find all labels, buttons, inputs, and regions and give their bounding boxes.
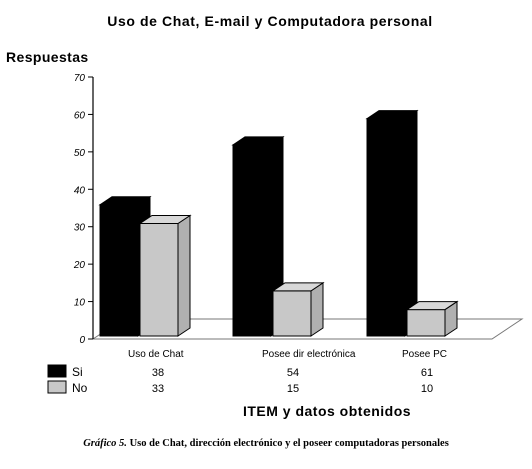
- y-tick-label: 50: [74, 148, 86, 159]
- bar-no-2-face: [272, 290, 312, 337]
- y-tick-label: 30: [74, 223, 86, 234]
- bar-si-3-face: [365, 110, 419, 120]
- bar-si-3: [365, 109, 419, 337]
- bar-no-3-face: [405, 301, 459, 311]
- bar-no-1-face: [177, 214, 191, 337]
- chart-title: Uso de Chat, E-mail y Computadora person…: [107, 13, 432, 29]
- data-table-value: 15: [287, 383, 299, 395]
- bar-chart: Uso de Chat, E-mail y Computadora person…: [6, 13, 524, 419]
- legend-swatch-si: [47, 364, 67, 378]
- bar-no-1-face: [139, 222, 179, 337]
- bar-no-2: [271, 281, 325, 337]
- bar-si-3-face: [404, 109, 418, 337]
- y-tick-label: 40: [74, 185, 86, 196]
- y-tick-label: 20: [73, 260, 86, 271]
- category-label: Posee dir electrónica: [262, 349, 356, 360]
- data-table-value: 10: [421, 383, 433, 395]
- bar-si-1-face: [98, 196, 152, 206]
- bar-si-1-face: [99, 204, 139, 337]
- y-tick-label: 10: [74, 298, 86, 309]
- data-table-value: 61: [421, 367, 433, 379]
- bar-no-2-face: [310, 281, 324, 337]
- caption-text: Uso de Chat, dirección electrónico y el …: [129, 438, 449, 449]
- legend-label-no: No: [72, 381, 88, 395]
- bar-no-2-face: [271, 282, 325, 292]
- bar-si-2-face: [231, 136, 285, 146]
- y-axis-label: Respuestas: [6, 49, 89, 65]
- bar-no-3-face: [406, 309, 446, 337]
- bar-si-2-face: [232, 144, 272, 337]
- category-label: Posee PC: [402, 349, 447, 360]
- legend-swatch-no: [47, 380, 67, 394]
- y-tick-label: 0: [79, 335, 85, 346]
- bar-si-3-face: [366, 118, 406, 337]
- bar-no-1-face: [138, 214, 192, 224]
- y-tick-label: 60: [74, 110, 86, 121]
- x-axis-label: ITEM y datos obtenidos: [243, 403, 411, 419]
- y-tick-label: 70: [74, 73, 86, 84]
- category-label: Uso de Chat: [128, 349, 184, 360]
- figure-caption: Gráfico 5. Uso de Chat, dirección electr…: [0, 438, 532, 449]
- data-table-value: 38: [152, 367, 164, 379]
- data-table-value: 33: [152, 383, 164, 395]
- bar-no-1: [138, 214, 192, 337]
- data-table-value: 54: [287, 367, 299, 379]
- legend-label-si: Si: [72, 365, 83, 379]
- bar-no-3: [405, 300, 459, 337]
- caption-lead: Gráfico 5.: [83, 438, 127, 449]
